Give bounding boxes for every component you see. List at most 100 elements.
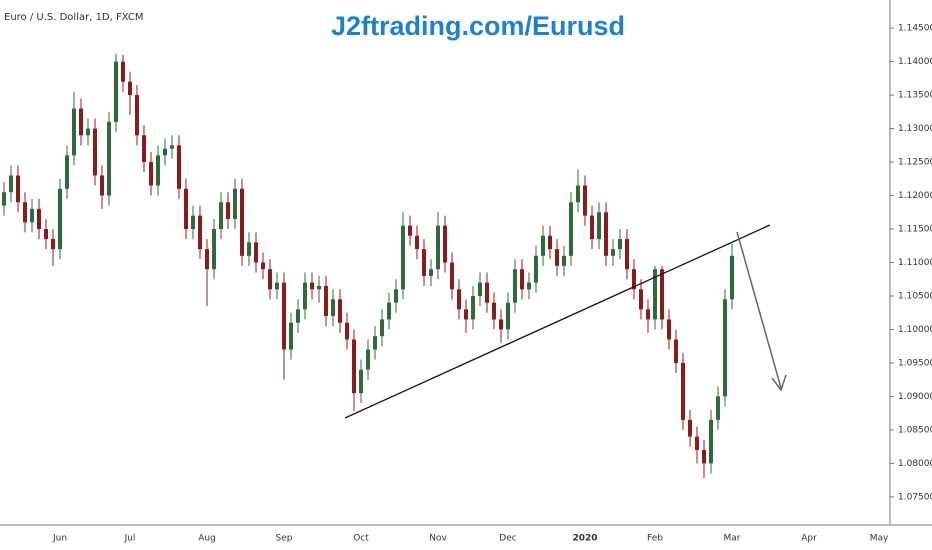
candle-body <box>142 135 146 163</box>
candle-body <box>527 282 531 290</box>
candle-body <box>163 148 167 156</box>
candle-body <box>72 108 76 156</box>
candle-body <box>471 295 475 320</box>
candle-body <box>352 339 356 394</box>
candle-body <box>9 175 13 193</box>
candle-body <box>408 225 412 236</box>
candle-body <box>226 202 230 219</box>
candle-body <box>590 215 594 240</box>
candle-body <box>520 269 524 290</box>
x-tick-label: May <box>870 534 889 544</box>
candle-body <box>716 396 720 420</box>
y-tick-label: 1.09000 <box>898 392 932 402</box>
x-tick-label: Oct <box>353 534 369 544</box>
y-tick-label: 1.07500 <box>898 492 932 502</box>
candle-body <box>646 309 650 320</box>
candle-body <box>331 299 335 317</box>
candle-body <box>513 269 517 303</box>
candle-body <box>443 225 447 263</box>
candle-body <box>422 249 426 276</box>
candle-body <box>380 319 384 337</box>
candle-body <box>492 302 496 320</box>
candle-body <box>618 239 622 250</box>
candle-body <box>275 282 279 290</box>
candle-body <box>702 450 706 464</box>
candle-body <box>653 269 657 320</box>
candle-body <box>289 322 293 350</box>
candle-body <box>58 188 62 250</box>
candle-body <box>240 188 244 256</box>
candle-body <box>121 61 125 82</box>
candle-body <box>16 175 20 203</box>
candle-body <box>723 299 727 397</box>
chart-title: J2ftrading.com/Eurusd <box>331 11 625 41</box>
y-tick-label: 1.12500 <box>898 158 932 168</box>
y-tick-label: 1.08500 <box>898 425 932 435</box>
candle-body <box>387 302 391 320</box>
candle-body <box>366 349 370 370</box>
y-tick-label: 1.11000 <box>898 258 932 268</box>
candle-body <box>429 269 433 276</box>
candle-body <box>324 285 328 317</box>
candle-body <box>79 108 83 136</box>
candle-body <box>170 145 174 149</box>
x-tick-label: Mar <box>724 534 741 544</box>
candle-body <box>219 202 223 230</box>
x-tick-label: Sep <box>276 534 293 544</box>
candle-body <box>464 309 468 320</box>
candle-body <box>401 225 405 290</box>
candle-body <box>135 95 139 136</box>
x-tick-label: Nov <box>429 534 447 544</box>
candle-body <box>247 242 251 256</box>
candle-body <box>548 235 552 250</box>
candle-body <box>632 269 636 290</box>
candle-body <box>597 212 601 240</box>
candle-body <box>310 282 314 290</box>
candle-body <box>688 419 692 437</box>
candle-body <box>128 81 132 96</box>
candle-body <box>268 269 272 290</box>
candle-body <box>415 235 419 250</box>
candle-body <box>681 362 685 420</box>
y-tick-label: 1.11500 <box>898 225 932 235</box>
candle-body <box>51 239 55 250</box>
y-tick-label: 1.12000 <box>898 191 932 201</box>
candle-body <box>303 282 307 310</box>
candle-body <box>338 299 342 323</box>
candle-body <box>212 229 216 270</box>
candle-body <box>450 262 454 290</box>
candle-body <box>730 255 734 300</box>
x-tick-label: Aug <box>198 534 216 544</box>
x-tick-label: Dec <box>499 534 516 544</box>
candle-body <box>2 192 6 206</box>
candle-body <box>499 319 503 330</box>
candle-body <box>65 155 69 189</box>
candle-body <box>233 188 237 219</box>
y-tick-label: 1.10500 <box>898 291 932 301</box>
candle-body <box>562 255 566 266</box>
candle-body <box>541 235 545 256</box>
candle-body <box>156 155 160 186</box>
candle-body <box>667 319 671 340</box>
candle-body <box>345 322 349 340</box>
candle-body <box>359 369 363 394</box>
candle-body <box>184 188 188 230</box>
forecast-arrow <box>736 231 782 389</box>
x-tick-label: Jun <box>52 534 67 544</box>
y-tick-label: 1.14000 <box>898 57 932 67</box>
forecast-arrow-head <box>771 374 787 392</box>
candle-body <box>44 229 48 240</box>
candle-body <box>37 208 41 230</box>
y-tick-label: 1.13500 <box>898 91 932 101</box>
candle-body <box>576 185 580 203</box>
candle-body <box>660 269 664 320</box>
candle-body <box>296 309 300 323</box>
candle-body <box>93 128 97 176</box>
candle-body <box>100 175 104 196</box>
y-tick-label: 1.09500 <box>898 358 932 368</box>
candle-body <box>198 215 202 250</box>
candle-body <box>149 162 153 186</box>
candle-body <box>30 208 34 223</box>
candle-body <box>709 419 713 464</box>
